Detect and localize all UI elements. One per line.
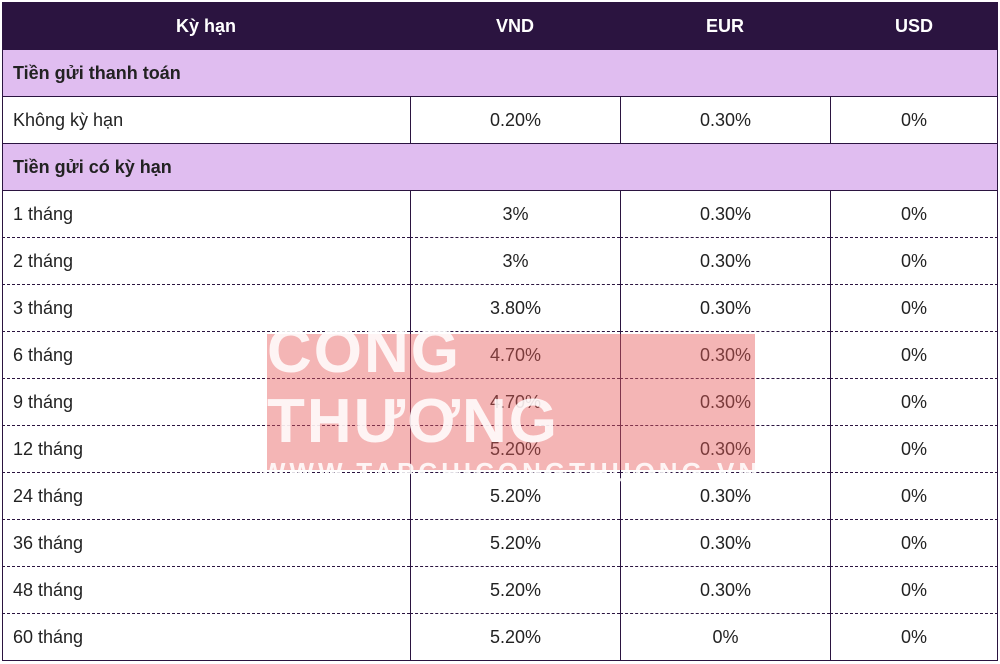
rate-cell: 0% [830,567,998,614]
rate-cell: 0.30% [620,191,830,238]
rate-cell: 0% [830,97,998,144]
rate-cell: 0.30% [620,285,830,332]
rate-cell: 0% [620,614,830,661]
rate-cell: 4.70% [410,379,620,426]
header-cell: USD [830,2,998,50]
term-cell: 60 tháng [2,614,410,661]
rate-cell: 0% [830,426,998,473]
term-cell: 3 tháng [2,285,410,332]
term-cell: 9 tháng [2,379,410,426]
term-cell: 6 tháng [2,332,410,379]
term-cell: 24 tháng [2,473,410,520]
header-cell: VND [410,2,620,50]
term-cell: 36 tháng [2,520,410,567]
rate-cell: 0% [830,520,998,567]
rate-cell: 5.20% [410,473,620,520]
term-cell: 1 tháng [2,191,410,238]
rate-cell: 0% [830,614,998,661]
rate-cell: 0.30% [620,97,830,144]
rate-cell: 5.20% [410,567,620,614]
rate-cell: 0.30% [620,473,830,520]
header-cell: EUR [620,2,830,50]
rate-cell: 0.30% [620,567,830,614]
rate-cell: 3% [410,238,620,285]
section-title: Tiền gửi thanh toán [2,50,998,97]
header-cell: Kỳ hạn [2,2,410,50]
rate-cell: 0% [830,238,998,285]
rate-cell: 5.20% [410,614,620,661]
rate-cell: 3.80% [410,285,620,332]
rate-cell: 0% [830,332,998,379]
term-cell: 2 tháng [2,238,410,285]
rate-cell: 0% [830,285,998,332]
term-cell: Không kỳ hạn [2,97,410,144]
rate-cell: 0.30% [620,238,830,285]
rate-cell: 0.20% [410,97,620,144]
rate-cell: 4.70% [410,332,620,379]
rate-cell: 0.30% [620,520,830,567]
term-cell: 12 tháng [2,426,410,473]
section-title: Tiền gửi có kỳ hạn [2,144,998,191]
rate-cell: 3% [410,191,620,238]
term-cell: 48 tháng [2,567,410,614]
rate-cell: 0% [830,379,998,426]
rate-cell: 0% [830,191,998,238]
rate-cell: 0% [830,473,998,520]
rate-cell: 0.30% [620,426,830,473]
rate-cell: 0.30% [620,332,830,379]
rate-cell: 0.30% [620,379,830,426]
rate-cell: 5.20% [410,520,620,567]
rate-cell: 5.20% [410,426,620,473]
